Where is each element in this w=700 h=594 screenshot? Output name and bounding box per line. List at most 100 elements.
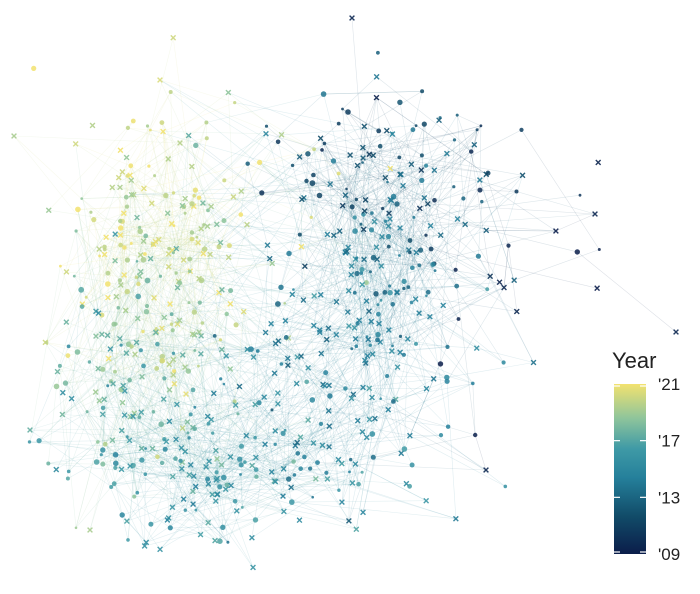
network-edge [137,411,154,493]
network-edge [161,392,278,425]
network-node-dot [197,364,200,368]
network-node-cross [123,350,130,356]
network-edge [389,144,475,220]
network-edge [173,353,292,488]
network-edge [307,367,330,447]
network-edge [301,199,398,205]
network-edge [320,138,378,260]
network-edge [301,221,375,247]
network-edge [409,378,434,436]
network-node-dot [273,442,277,446]
network-edge [237,358,289,415]
network-node-cross [325,407,332,414]
network-edge [214,335,236,406]
network-node-dot [275,139,281,145]
network-node-dot [78,286,85,293]
network-node-dot [318,421,324,426]
network-edge [194,407,209,424]
network-node-cross [250,564,256,571]
network-edge [371,174,401,214]
network-edge [333,235,349,291]
network-edge [300,381,448,438]
network-edge [427,125,482,204]
network-node-cross [233,507,240,514]
network-edge [132,416,276,482]
network-edge [95,261,138,312]
network-edge [123,274,158,345]
network-node-cross [298,243,305,250]
network-edge [362,284,431,318]
network-edge [162,131,175,226]
network-edge [57,289,82,372]
network-edge [104,414,125,445]
network-edge [195,476,257,487]
network-edge [304,384,324,458]
network-edge [146,280,148,307]
network-edge [179,142,225,181]
network-node-cross [212,498,219,504]
network-edge [356,292,386,347]
network-node-dot [119,512,125,518]
network-node-dot [143,252,147,256]
network-edge [125,258,190,311]
network-edge [277,303,302,357]
network-edge [292,259,378,295]
network-node-dot [256,400,262,406]
network-edge [169,339,221,365]
network-edge [446,362,534,378]
network-edge [145,471,217,475]
network-edge [115,364,170,469]
network-edge [81,227,121,307]
network-edge [185,393,213,434]
network-edge [156,328,175,384]
network-node-dot [304,178,309,184]
network-edge [172,37,195,196]
network-edge [130,165,177,249]
network-edge [307,367,324,385]
network-edge [347,269,363,313]
edges-layer [13,17,677,568]
network-node-dot [159,358,166,364]
network-edge [351,398,358,421]
network-edge [271,323,320,333]
network-node-cross [68,395,75,402]
network-node-cross [225,254,232,261]
network-edge [271,398,352,473]
network-edge [329,292,386,397]
network-edge [345,388,359,485]
network-edge [393,401,506,487]
network-node-cross [63,268,70,275]
network-edge [243,299,304,312]
network-edge [127,175,175,226]
network-edge [164,337,287,379]
network-edge [38,352,127,441]
network-edge [140,348,252,351]
network-edge [373,257,491,277]
network-node-dot [291,459,296,464]
network-edge [108,358,165,379]
network-node-cross [158,325,165,332]
network-node-dot [237,456,243,462]
network-edge [380,225,431,301]
network-edge [364,151,472,212]
network-edge [147,238,193,281]
network-edge [193,475,213,495]
network-edge [190,414,313,498]
network-edge [107,194,132,285]
network-edge [188,257,229,303]
network-node-cross [408,161,415,168]
network-edge [362,336,401,513]
network-edge [399,157,420,314]
network-edge [171,234,300,325]
network-node-cross [119,169,126,175]
network-edge [121,430,276,445]
network-node-dot [401,446,408,452]
network-edge [345,195,377,294]
network-edge [107,283,125,416]
network-edge [93,122,207,220]
network-edge [74,206,128,277]
network-edge [261,192,353,208]
network-node-dot [253,467,259,472]
network-edge [206,466,328,480]
network-node-dot [96,440,100,444]
